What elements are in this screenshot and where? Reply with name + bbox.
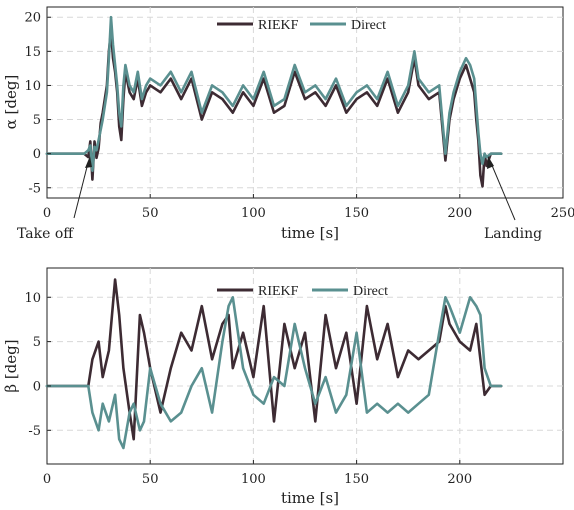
beta-ylabel: β [deg] [2,339,20,392]
alpha-legend-direct-label: Direct [351,18,386,33]
alpha-xtick-label: 0 [43,206,51,221]
beta-legend-riekf-label: RIEKF [258,284,299,299]
alpha-xtick-label: 150 [344,206,369,221]
takeoff-arrowhead [85,156,92,168]
beta-legend: RIEKF Direct [217,284,388,299]
beta-xtick-label: 200 [447,472,472,487]
beta-xtick-label: 150 [344,472,369,487]
beta-series-direct-line [45,295,503,450]
alpha-ytick-label: 20 [24,11,41,26]
beta-ticks: 0 50 100 150 200 -5 0 5 10 [24,291,472,487]
alpha-xlabel: time [s] [281,224,339,242]
alpha-ytick-label: 5 [33,113,41,128]
alpha-xtick-label: 200 [447,206,472,221]
takeoff-annotation: Take off [17,156,92,242]
beta-xtick-label: 0 [43,472,51,487]
alpha-series [45,15,503,188]
alpha-xtick-label: 50 [142,206,159,221]
alpha-ytick-label: 15 [24,45,41,60]
beta-grid [47,268,563,464]
landing-annotation: Landing [484,156,542,242]
beta-ytick-label: 5 [33,335,41,350]
takeoff-arrow [73,162,89,219]
beta-chart: 0 50 100 150 200 -5 0 5 10 β [deg] time [s] RIEK… [2,267,564,507]
takeoff-label: Take off [17,226,74,242]
alpha-ylabel: α [deg] [2,75,20,130]
beta-series-riekf-line [45,278,503,441]
alpha-ytick-label: 10 [24,79,41,94]
beta-xlabel: time [s] [281,489,339,507]
beta-legend-direct-label: Direct [353,284,388,299]
alpha-ytick-label: 0 [33,147,41,162]
alpha-legend: RIEKF Direct [217,18,386,33]
beta-xtick-label: 100 [241,472,266,487]
beta-ytick-label: 10 [24,291,41,306]
beta-ytick-label: 0 [33,379,41,394]
landing-label: Landing [484,226,542,242]
alpha-legend-riekf-label: RIEKF [258,18,299,33]
landing-arrow [490,162,516,221]
beta-ytick-label: -5 [28,424,41,439]
alpha-xtick-label: 100 [241,206,266,221]
alpha-series-direct-line [45,15,503,172]
alpha-ytick-label: -5 [28,181,41,196]
beta-series [45,278,503,450]
beta-xtick-label: 50 [142,472,159,487]
landing-arrowhead [487,156,494,169]
alpha-xtick-label: 250 [551,206,574,221]
